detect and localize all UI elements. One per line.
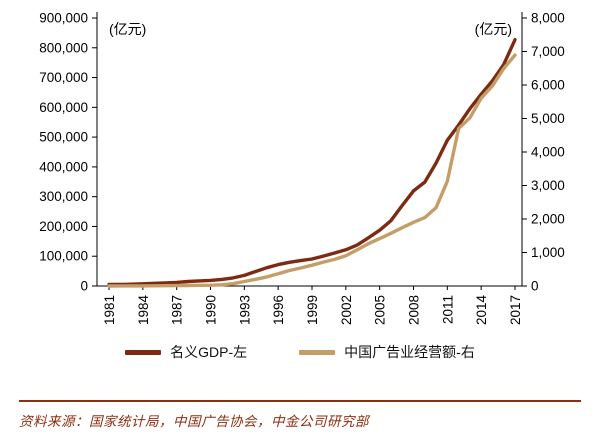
svg-text:1,000: 1,000 xyxy=(531,245,565,260)
svg-text:800,000: 800,000 xyxy=(39,40,88,55)
svg-text:1990: 1990 xyxy=(204,295,219,325)
legend-item-advertising: 中国广告业经营额-右 xyxy=(299,342,475,362)
svg-text:2002: 2002 xyxy=(339,295,354,325)
svg-text:6,000: 6,000 xyxy=(531,78,565,93)
svg-text:(亿元): (亿元) xyxy=(109,21,146,37)
svg-text:200,000: 200,000 xyxy=(39,219,88,234)
svg-text:8,000: 8,000 xyxy=(531,11,565,26)
svg-text:300,000: 300,000 xyxy=(39,189,88,204)
svg-text:7,000: 7,000 xyxy=(531,44,565,59)
svg-text:4,000: 4,000 xyxy=(531,145,565,160)
svg-text:2014: 2014 xyxy=(474,295,489,326)
svg-text:2,000: 2,000 xyxy=(531,212,565,227)
footer-divider xyxy=(19,400,581,402)
svg-text:400,000: 400,000 xyxy=(39,159,88,174)
svg-text:1987: 1987 xyxy=(170,295,185,325)
svg-text:2017: 2017 xyxy=(508,295,523,325)
svg-text:1984: 1984 xyxy=(136,295,151,326)
source-footer: 资料来源：国家统计局，中国广告协会，中金公司研究部 xyxy=(0,400,600,430)
svg-text:2008: 2008 xyxy=(407,295,422,325)
svg-text:1996: 1996 xyxy=(271,295,286,325)
svg-text:500,000: 500,000 xyxy=(39,130,88,145)
chart-container: 0 100,000 200,000 300,000 400,000 500,000 600,… xyxy=(0,11,600,430)
svg-text:0: 0 xyxy=(531,279,539,294)
legend: 名义GDP-左 中国广告业经营额-右 xyxy=(0,342,600,362)
svg-text:(亿元): (亿元) xyxy=(475,21,512,37)
line-chart: 0 100,000 200,000 300,000 400,000 500,000 600,… xyxy=(39,11,565,326)
legend-label-gdp: 名义GDP-左 xyxy=(170,344,248,360)
svg-text:2011: 2011 xyxy=(440,295,455,324)
source-text: 资料来源：国家统计局，中国广告协会，中金公司研究部 xyxy=(19,414,369,429)
legend-label-advertising: 中国广告业经营额-右 xyxy=(344,344,475,360)
advertising-line-swatch xyxy=(299,349,336,355)
svg-text:1999: 1999 xyxy=(305,295,320,325)
svg-text:1993: 1993 xyxy=(237,295,252,325)
gdp-line-swatch xyxy=(125,349,162,355)
svg-text:900,000: 900,000 xyxy=(39,11,88,26)
svg-text:700,000: 700,000 xyxy=(39,70,88,85)
svg-text:100,000: 100,000 xyxy=(39,249,88,264)
legend-item-gdp: 名义GDP-左 xyxy=(125,342,247,362)
svg-text:1981: 1981 xyxy=(102,295,117,325)
svg-text:2005: 2005 xyxy=(373,295,388,325)
svg-text:5,000: 5,000 xyxy=(531,111,565,126)
svg-text:0: 0 xyxy=(80,279,88,294)
svg-text:600,000: 600,000 xyxy=(39,100,88,115)
svg-text:3,000: 3,000 xyxy=(531,178,565,193)
